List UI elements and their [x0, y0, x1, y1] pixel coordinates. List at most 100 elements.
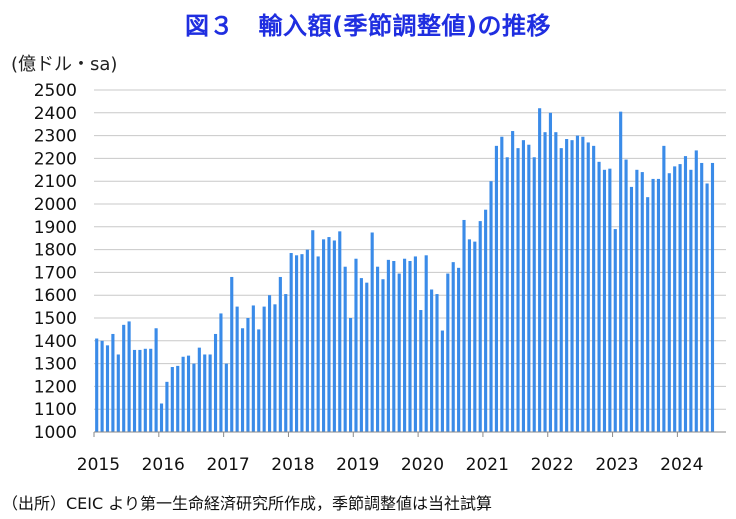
bar [354, 258, 358, 432]
bar [105, 345, 110, 432]
bar [305, 249, 309, 432]
bar [581, 136, 585, 433]
bar [440, 330, 444, 432]
y-tick-label: 1900 [34, 218, 77, 238]
bar [203, 354, 207, 432]
bar [689, 169, 693, 433]
bar [165, 381, 169, 432]
bar [122, 324, 126, 432]
bar [705, 183, 709, 432]
bar [446, 273, 450, 432]
y-tick-label: 1500 [34, 309, 77, 329]
bar [343, 266, 347, 432]
bar [262, 306, 266, 432]
bar [532, 157, 536, 432]
bar [548, 112, 553, 433]
y-tick-label: 2000 [34, 195, 77, 215]
x-tick-label: 2016 [142, 455, 185, 475]
bar [311, 230, 315, 432]
bar [376, 266, 380, 432]
y-tick-label: 1600 [34, 286, 77, 306]
bar [597, 161, 601, 432]
bar [586, 142, 590, 432]
bar [267, 295, 272, 432]
bar [240, 328, 245, 432]
bar [235, 306, 239, 432]
bar [289, 253, 293, 432]
bar [683, 156, 688, 432]
bar [494, 145, 498, 433]
bar [403, 258, 407, 432]
bar [640, 172, 644, 432]
bar [435, 294, 439, 432]
bar [138, 349, 142, 432]
bar [543, 132, 547, 432]
bar [154, 328, 158, 432]
source-note: （出所）CEIC より第一生命経済研究所作成，季節調整値は当社試算 [2, 494, 492, 513]
bar [127, 321, 131, 432]
bar [332, 240, 336, 432]
y-tick-label: 1800 [34, 241, 77, 261]
bar [365, 282, 369, 432]
x-tick-label: 2022 [531, 455, 574, 475]
bar [338, 231, 342, 432]
bar [667, 173, 671, 432]
bar [116, 354, 120, 432]
bar [257, 329, 261, 432]
y-tick-label: 2500 [34, 81, 77, 101]
x-tick-label: 2023 [595, 455, 638, 475]
bar [224, 363, 228, 432]
bar [646, 197, 650, 432]
bar [473, 241, 477, 432]
bar [170, 367, 174, 432]
x-tick-label: 2021 [466, 455, 509, 475]
bar [656, 178, 661, 432]
x-tick-label: 2020 [401, 455, 444, 475]
y-tick-label: 2100 [34, 172, 77, 192]
y-tick-label: 1100 [34, 400, 77, 420]
bar [451, 262, 455, 432]
bar [186, 355, 191, 432]
bar [322, 239, 326, 432]
bar [132, 349, 137, 432]
y-tick-label: 2400 [34, 104, 77, 124]
axes [93, 431, 726, 437]
bar [629, 186, 634, 432]
bar [273, 304, 277, 432]
bar [619, 111, 623, 432]
bars [95, 108, 715, 433]
bar [159, 403, 164, 432]
y-tick-label: 2300 [34, 127, 77, 147]
x-tick-label: 2017 [206, 455, 249, 475]
bar [181, 356, 185, 432]
bar [381, 279, 385, 432]
bar [521, 140, 525, 432]
bar [149, 348, 153, 432]
bar [505, 157, 509, 432]
bar [111, 333, 115, 432]
bar [246, 318, 250, 432]
bar [278, 276, 282, 432]
x-tick-labels: 2015 2016 2017 2018 2019 2020 2021 2022 2023 2024 [77, 455, 704, 475]
bar [408, 261, 412, 432]
y-tick-label: 1200 [34, 377, 77, 397]
bar [327, 237, 331, 432]
bar [673, 166, 677, 432]
bar [349, 318, 353, 432]
y-tick-label: 1700 [34, 263, 77, 283]
bar [316, 256, 320, 432]
bar [192, 363, 196, 432]
y-tick-label: 1400 [34, 332, 77, 352]
bar [219, 313, 223, 432]
x-tick-label: 2019 [336, 455, 379, 475]
bar [397, 273, 401, 432]
bar [678, 164, 682, 432]
bar [386, 259, 390, 432]
bar [143, 348, 147, 432]
bar [419, 310, 423, 432]
y-tick-label: 1000 [34, 423, 77, 443]
bar [538, 108, 542, 433]
bar [489, 181, 493, 432]
bar [694, 150, 698, 433]
